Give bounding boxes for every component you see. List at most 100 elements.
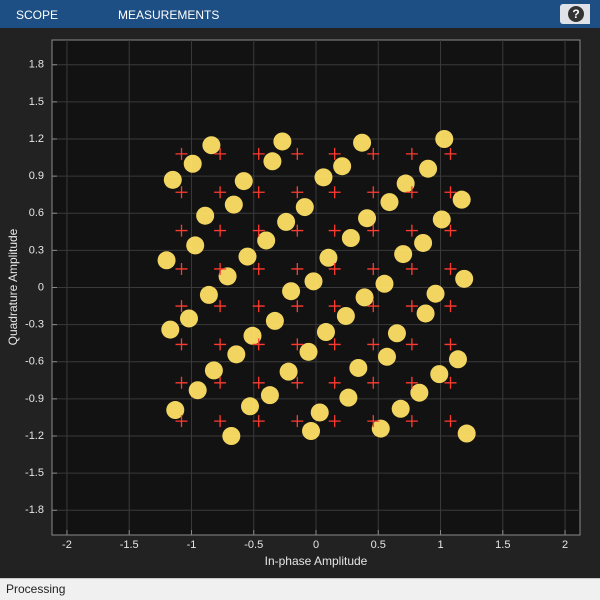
reference-point bbox=[175, 376, 188, 389]
reference-point bbox=[444, 262, 457, 275]
reference-point bbox=[367, 376, 380, 389]
reference-point bbox=[328, 224, 341, 237]
y-tick-label: -0.3 bbox=[25, 319, 44, 331]
received-point bbox=[204, 361, 223, 380]
x-tick-label: -0.5 bbox=[244, 539, 263, 551]
received-point bbox=[426, 284, 445, 303]
reference-point bbox=[405, 186, 418, 199]
y-tick-label: -0.9 bbox=[25, 393, 44, 405]
reference-point bbox=[328, 300, 341, 313]
reference-point bbox=[328, 147, 341, 160]
reference-point bbox=[328, 262, 341, 275]
y-tick-label: 1.2 bbox=[29, 133, 44, 145]
reference-point bbox=[367, 224, 380, 237]
received-point bbox=[304, 272, 323, 291]
received-point bbox=[391, 399, 410, 418]
reference-point bbox=[367, 415, 380, 428]
reference-point bbox=[444, 224, 457, 237]
reference-point bbox=[214, 186, 227, 199]
received-point bbox=[282, 282, 301, 301]
received-point bbox=[452, 190, 471, 209]
reference-point bbox=[252, 262, 265, 275]
reference-point bbox=[367, 338, 380, 351]
received-point bbox=[302, 422, 321, 441]
received-point bbox=[224, 195, 243, 214]
reference-point bbox=[252, 300, 265, 313]
measurements-tab[interactable]: MEASUREMENTS bbox=[118, 8, 220, 22]
x-tick-label: -2 bbox=[62, 539, 72, 551]
received-point bbox=[414, 233, 433, 252]
reference-point bbox=[175, 415, 188, 428]
reference-point bbox=[405, 338, 418, 351]
reference-point bbox=[175, 300, 188, 313]
reference-point bbox=[252, 376, 265, 389]
y-tick-label: -1.5 bbox=[25, 467, 44, 479]
received-point bbox=[260, 386, 279, 405]
received-point bbox=[410, 383, 429, 402]
help-icon: ? bbox=[568, 6, 584, 22]
reference-point bbox=[175, 262, 188, 275]
received-point bbox=[299, 342, 318, 361]
reference-point bbox=[291, 415, 304, 428]
received-point bbox=[355, 288, 374, 307]
reference-point bbox=[405, 300, 418, 313]
y-tick-label: -0.6 bbox=[25, 356, 44, 368]
reference-point bbox=[367, 262, 380, 275]
reference-point bbox=[367, 147, 380, 160]
received-point bbox=[380, 193, 399, 212]
received-point bbox=[435, 130, 454, 148]
reference-point bbox=[291, 376, 304, 389]
reference-point bbox=[328, 415, 341, 428]
x-tick-label: -1.5 bbox=[120, 539, 139, 551]
reference-point bbox=[291, 186, 304, 199]
received-point bbox=[349, 358, 368, 377]
received-point bbox=[295, 198, 314, 217]
reference-point bbox=[291, 262, 304, 275]
reference-point bbox=[252, 415, 265, 428]
received-point bbox=[188, 381, 207, 400]
reference-point bbox=[214, 300, 227, 313]
status-bar: Processing bbox=[0, 578, 600, 600]
y-tick-label: 0.6 bbox=[29, 207, 44, 219]
reference-point bbox=[175, 338, 188, 351]
received-point bbox=[257, 231, 276, 250]
reference-point bbox=[367, 300, 380, 313]
reference-point bbox=[291, 224, 304, 237]
received-point bbox=[448, 350, 467, 369]
x-tick-label: 1 bbox=[437, 539, 443, 551]
reference-point bbox=[367, 186, 380, 199]
reference-point bbox=[214, 262, 227, 275]
received-point bbox=[432, 210, 451, 229]
y-tick-label: 0.9 bbox=[29, 170, 44, 182]
reference-point bbox=[175, 186, 188, 199]
reference-point bbox=[405, 262, 418, 275]
received-point bbox=[265, 311, 284, 330]
y-tick-label: 1.8 bbox=[29, 59, 44, 71]
x-tick-label: 1.5 bbox=[495, 539, 510, 551]
reference-point bbox=[328, 376, 341, 389]
received-point bbox=[316, 323, 335, 342]
received-point bbox=[353, 133, 372, 152]
received-point bbox=[183, 154, 202, 173]
received-point bbox=[394, 245, 413, 264]
x-tick-label: 2 bbox=[562, 539, 568, 551]
received-point bbox=[234, 172, 253, 191]
received-point bbox=[319, 248, 338, 267]
chart: In-phase Amplitude Quadrature Amplitude … bbox=[0, 28, 600, 578]
reference-point bbox=[405, 147, 418, 160]
received-point bbox=[161, 320, 180, 339]
received-point bbox=[238, 247, 257, 266]
reference-point bbox=[214, 338, 227, 351]
reference-point bbox=[444, 186, 457, 199]
received-point bbox=[396, 174, 415, 193]
reference-point bbox=[291, 300, 304, 313]
x-tick-label: 0 bbox=[313, 539, 319, 551]
received-point bbox=[341, 229, 360, 247]
received-point bbox=[241, 397, 259, 416]
help-button[interactable]: ? bbox=[560, 4, 590, 24]
x-axis-label: In-phase Amplitude bbox=[265, 554, 368, 568]
y-tick-label: 1.5 bbox=[29, 96, 44, 108]
scope-tab[interactable]: SCOPE bbox=[16, 8, 59, 22]
received-point bbox=[243, 326, 262, 345]
reference-point bbox=[405, 224, 418, 237]
